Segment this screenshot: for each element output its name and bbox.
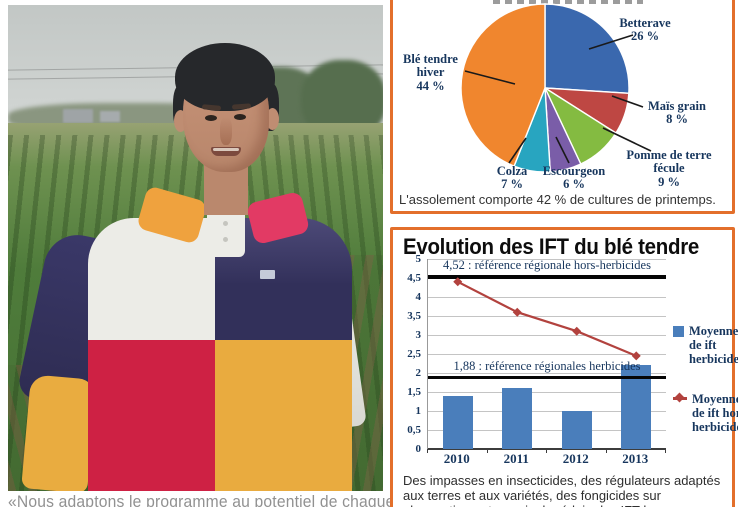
ift-title: Evolution des IFT du blé tendre — [403, 234, 700, 259]
farmer-ear — [266, 108, 279, 130]
cropped-title-remnant — [493, 0, 643, 4]
y-axis-labels: 0 0,5 1 1,5 2 2,5 3 3,5 4 4,5 5 — [401, 253, 423, 455]
y-tick-3: 3 — [415, 329, 422, 341]
pie-label-mais-grain: Maïs grain 8 % — [648, 99, 706, 127]
x-axis-tick — [546, 449, 547, 453]
building — [63, 109, 93, 123]
y-tick-5: 5 — [415, 253, 422, 265]
farmer-photo — [8, 5, 383, 491]
y-tick-4: 4 — [415, 291, 422, 303]
y-tick-3,5: 3,5 — [407, 310, 421, 322]
farmer-eye — [205, 115, 217, 121]
x-axis-tick — [427, 449, 428, 453]
gridline-4 — [428, 297, 666, 298]
farmer-mouth — [213, 148, 239, 151]
legend-line-swatch — [673, 392, 687, 403]
gridline-3 — [428, 335, 666, 336]
x-axis-labels: 2010 2011 2012 2013 — [427, 451, 665, 469]
reference-label: 4,52 : référence régionale hors-herbicid… — [443, 258, 651, 273]
legend-bar-swatch — [673, 326, 684, 337]
bar-2012 — [561, 411, 592, 449]
farmer-eye — [234, 114, 246, 120]
legend-item-ift-hors-herbicides: Moyenne de ift hors herbicides — [673, 392, 738, 434]
y-tick-1,5: 1,5 — [407, 386, 421, 398]
legend-label: Moyenne de ift herbicides — [689, 324, 738, 366]
y-tick-0,5: 0,5 — [407, 424, 421, 436]
farmer-left-cuff — [21, 374, 97, 491]
y-tick-2: 2 — [415, 367, 422, 379]
x-axis-tick — [605, 449, 607, 453]
y-tick-0: 0 — [415, 443, 422, 455]
gridline-1,5 — [428, 392, 666, 393]
assolement-panel: Blé tendre hiver 44 % Betterave 26 % Maïs g… — [390, 0, 735, 214]
farmer-hair — [175, 43, 275, 111]
reference-line — [428, 375, 666, 380]
x-axis-tick — [665, 449, 666, 453]
legend-item-ift-herbicides: Moyenne de ift herbicides — [673, 324, 738, 366]
assolement-note: L'assolement comporte 42 % de cultures d… — [399, 192, 716, 207]
building — [100, 111, 120, 122]
shirt-yellow-quadrant — [215, 340, 352, 491]
ift-caption: Des impasses en insecticides, des régula… — [403, 473, 721, 507]
x-axis-tick — [486, 449, 488, 453]
shirt-button — [223, 221, 228, 226]
reference-label: 1,88 : référence régionales herbicides — [453, 358, 641, 373]
pie-label-pomme-de-terre: Pomme de terre fécule 9 % — [626, 148, 712, 189]
x-tick-2013: 2013 — [622, 451, 649, 466]
gridline-2 — [428, 373, 666, 374]
gridline-2,5 — [428, 354, 666, 355]
bar-2013 — [621, 365, 652, 449]
plot-area: 4,52 : référence régionale hors-herbicid… — [427, 258, 666, 450]
pie-slice-betterave — [544, 3, 630, 95]
bar-2010 — [442, 395, 473, 449]
gridline-3,5 — [428, 316, 666, 317]
pie-slice-bl-tendre-hiver — [460, 3, 546, 168]
x-tick-2010: 2010 — [443, 451, 470, 466]
reference-line — [428, 275, 666, 279]
bar-2011 — [502, 388, 533, 449]
chart-legend: Moyenne de ift herbicides Moyenne de ift… — [673, 324, 738, 434]
shirt-logo — [260, 270, 275, 279]
x-tick-2011: 2011 — [503, 451, 529, 466]
pie-label-betterave: Betterave 26 % — [619, 16, 671, 44]
pie-label-colza: Colza 7 % — [496, 164, 528, 192]
gridline-0,5 — [428, 430, 666, 431]
y-tick-2,5: 2,5 — [407, 348, 421, 360]
x-tick-2012: 2012 — [562, 451, 589, 466]
y-tick-4,5: 4,5 — [407, 272, 421, 284]
shirt-red-quadrant — [88, 340, 215, 491]
photo-caption: «Nous adaptons le programme au potentiel… — [8, 492, 395, 507]
legend-label: Moyenne de ift hors herbicides — [692, 392, 738, 434]
pie-label-ble-tendre-hiver: Blé tendre hiver 44 % — [403, 52, 458, 93]
farmer-colorblock-shirt — [88, 218, 352, 491]
gridline-1 — [428, 411, 666, 412]
farmer-nose — [220, 117, 232, 145]
y-tick-1: 1 — [415, 405, 422, 417]
farmer-mouth — [211, 147, 241, 156]
ift-panel: Evolution des IFT du blé tendre 0 0,5 1 1,5… — [390, 227, 738, 507]
gridline-0 — [428, 448, 666, 450]
gridline-5 — [428, 259, 666, 260]
pie-label-escourgeon: Escourgeon 6 % — [542, 164, 606, 192]
ift-chart: 0 0,5 1 1,5 2 2,5 3 3,5 4 4,5 5 4,52 : référence r… — [401, 253, 671, 473]
shirt-button — [223, 237, 228, 242]
assolement-pie-chart — [460, 3, 630, 173]
